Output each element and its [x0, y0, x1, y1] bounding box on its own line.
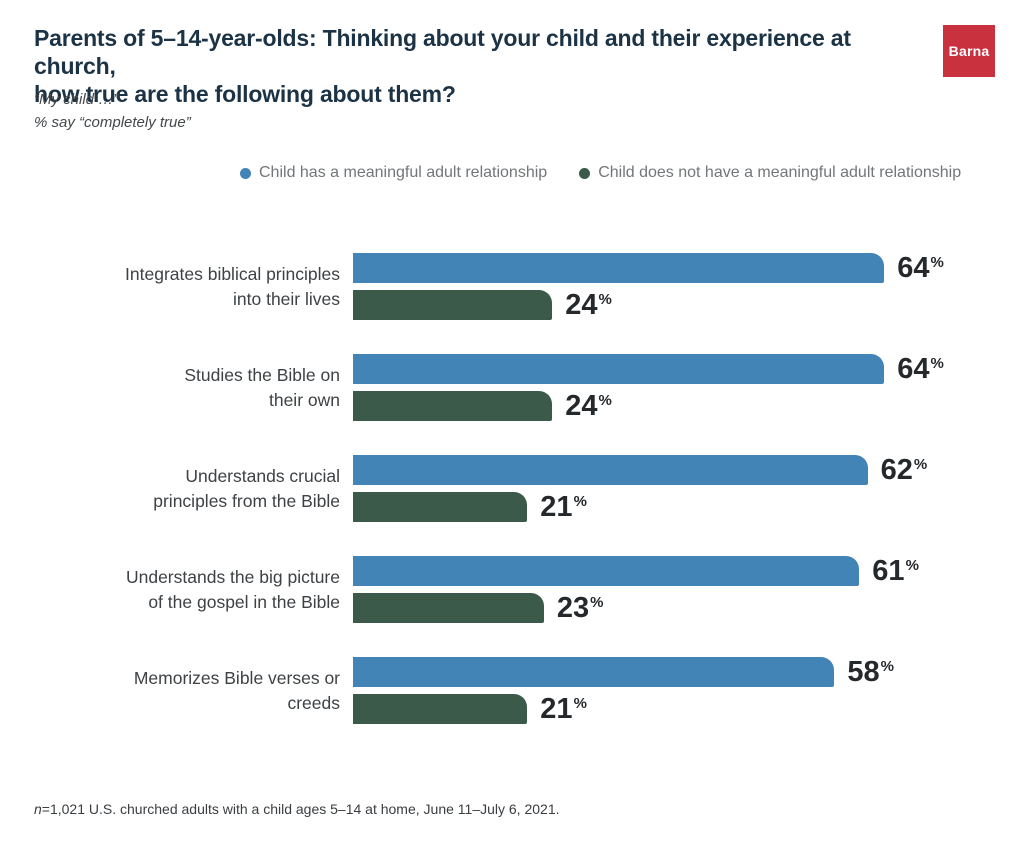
bar-no-relationship — [353, 694, 528, 724]
bar-value: 24% — [565, 288, 612, 321]
bar-has-relationship — [353, 657, 835, 687]
bar-group: 64% 24% — [353, 354, 944, 421]
page-title-line-2: how true are the following about them? — [34, 81, 456, 108]
category-label: Understands the big picture of the gospe… — [125, 567, 340, 612]
bar-no-relationship — [353, 593, 544, 623]
bar-has-relationship — [353, 455, 868, 485]
footnote-text: =1,021 U.S. churched adults with a child… — [41, 801, 560, 817]
percent-sign: % — [913, 455, 928, 473]
percent-sign: % — [573, 694, 587, 712]
category-label: Memorizes Bible verses or creeds — [133, 668, 340, 713]
barna-logo: Barna — [943, 25, 995, 77]
bar-value-number: 24 — [565, 389, 598, 422]
bar-value-number: 21 — [540, 692, 573, 725]
bar-value: 64% — [897, 251, 944, 284]
bar-group: 61% 23% — [353, 556, 919, 623]
percent-sign: % — [598, 391, 612, 409]
category-label: Understands crucial principles from the … — [153, 466, 340, 511]
bar-value-number: 23 — [556, 591, 590, 624]
bar-line: 21% — [353, 694, 894, 724]
percent-sign: % — [880, 657, 894, 675]
bar-no-relationship — [353, 290, 553, 320]
footnote-n: n — [34, 801, 42, 817]
percent-sign: % — [573, 492, 587, 510]
legend: Child has a meaningful adult relationshi… — [240, 164, 961, 182]
bar-value-number: 61 — [872, 554, 905, 587]
legend-dot — [240, 167, 251, 179]
legend-label: Child does not have a meaningful adult r… — [598, 164, 962, 181]
bar-no-relationship — [353, 492, 528, 522]
legend-item-0: Child has a meaningful adult relationshi… — [240, 164, 547, 182]
legend-dot — [579, 167, 591, 179]
legend-item-1: Child does not have a meaningful adult r… — [579, 164, 961, 182]
bar-line: 58% — [353, 657, 894, 687]
bar-value: 58% — [847, 655, 894, 688]
chart-subtitle: “My child …” % say “completely true” — [34, 88, 191, 135]
bar-value-number: 21 — [540, 490, 573, 523]
barna-logo-text: Barna — [948, 43, 990, 59]
page-title-line-1: Parents of 5–14-year-olds: Thinking abou… — [34, 25, 851, 80]
percent-sign: % — [590, 593, 604, 611]
subtitle-line-1: “My child …” — [34, 91, 119, 108]
chart-row: Integrates biblical principles into thei… — [34, 253, 944, 320]
bar-value-number: 62 — [880, 453, 913, 486]
chart: Integrates biblical principles into thei… — [34, 253, 944, 758]
percent-sign: % — [930, 253, 944, 271]
chart-row: Studies the Bible on their own 64% 24% — [34, 354, 944, 421]
bar-line: 64% — [353, 253, 944, 283]
chart-rows: Integrates biblical principles into thei… — [34, 253, 944, 724]
bar-no-relationship — [353, 391, 553, 421]
bar-has-relationship — [353, 556, 860, 586]
bar-line: 24% — [353, 391, 944, 421]
subtitle-line-2: % say “completely true” — [34, 114, 191, 132]
bar-line: 24% — [353, 290, 944, 320]
chart-row: Understands the big picture of the gospe… — [34, 556, 944, 623]
bar-line: 62% — [353, 455, 927, 485]
bar-value-number: 64 — [897, 352, 930, 385]
bar-line: 64% — [353, 354, 944, 384]
bar-value-number: 58 — [847, 655, 880, 688]
bar-line: 61% — [353, 556, 919, 586]
bar-line: 23% — [353, 593, 919, 623]
bar-line: 21% — [353, 492, 927, 522]
page-title: Parents of 5–14-year-olds: Thinking abou… — [34, 24, 924, 108]
footnote: n=1,021 U.S. churched adults with a chil… — [34, 801, 560, 817]
bar-value: 62% — [880, 453, 928, 486]
bar-value: 61% — [872, 554, 919, 587]
legend-label: Child has a meaningful adult relationshi… — [259, 164, 548, 181]
bar-has-relationship — [353, 253, 885, 283]
bar-value: 24% — [565, 389, 612, 422]
bar-value-number: 24 — [565, 288, 598, 321]
chart-row: Memorizes Bible verses or creeds 58% 21% — [34, 657, 944, 724]
category-label: Integrates biblical principles into thei… — [125, 264, 340, 309]
chart-row: Understands crucial principles from the … — [34, 455, 944, 522]
bar-group: 64% 24% — [353, 253, 944, 320]
bar-group: 58% 21% — [353, 657, 894, 724]
category-label: Studies the Bible on their own — [184, 365, 340, 410]
bar-group: 62% 21% — [353, 455, 927, 522]
bar-value: 21% — [540, 490, 587, 523]
percent-sign: % — [905, 556, 919, 574]
bar-value: 21% — [540, 692, 587, 725]
bar-has-relationship — [353, 354, 885, 384]
bar-value-number: 64 — [897, 251, 930, 284]
bar-value: 23% — [556, 591, 604, 624]
percent-sign: % — [598, 290, 612, 308]
bar-value: 64% — [897, 352, 944, 385]
percent-sign: % — [930, 354, 944, 372]
